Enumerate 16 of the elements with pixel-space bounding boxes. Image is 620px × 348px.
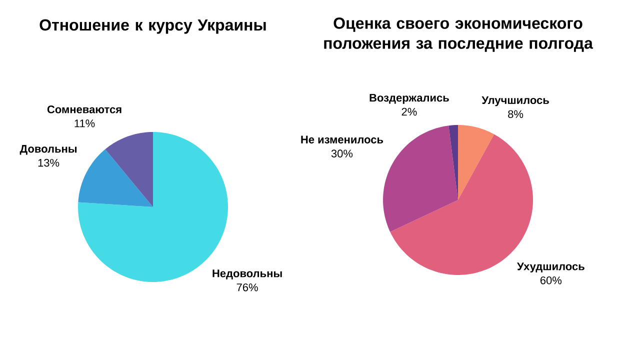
slice-label: Улучшилось bbox=[482, 96, 549, 106]
data-label: 76% bbox=[236, 283, 258, 292]
data-label: 30% bbox=[331, 150, 353, 158]
data-label: 2% bbox=[402, 108, 417, 116]
chart-title: Оценка своего экономического положения за последние полгода bbox=[324, 18, 594, 52]
data-label: 8% bbox=[508, 110, 524, 118]
slice-label: Ухудшилось bbox=[516, 262, 584, 272]
slice-label: Довольны bbox=[20, 145, 77, 155]
data-label: 11% bbox=[74, 120, 95, 128]
slice-label: Недовольны bbox=[212, 270, 282, 280]
slice-label: Сомневаются bbox=[47, 106, 122, 114]
data-label: 60% bbox=[540, 276, 562, 284]
slice-label: Не изменилось bbox=[301, 136, 384, 144]
data-label: 13% bbox=[38, 158, 60, 167]
chart-title: Отношение к курсу Украины bbox=[40, 19, 266, 34]
slice-label: Воздержались bbox=[370, 94, 449, 104]
